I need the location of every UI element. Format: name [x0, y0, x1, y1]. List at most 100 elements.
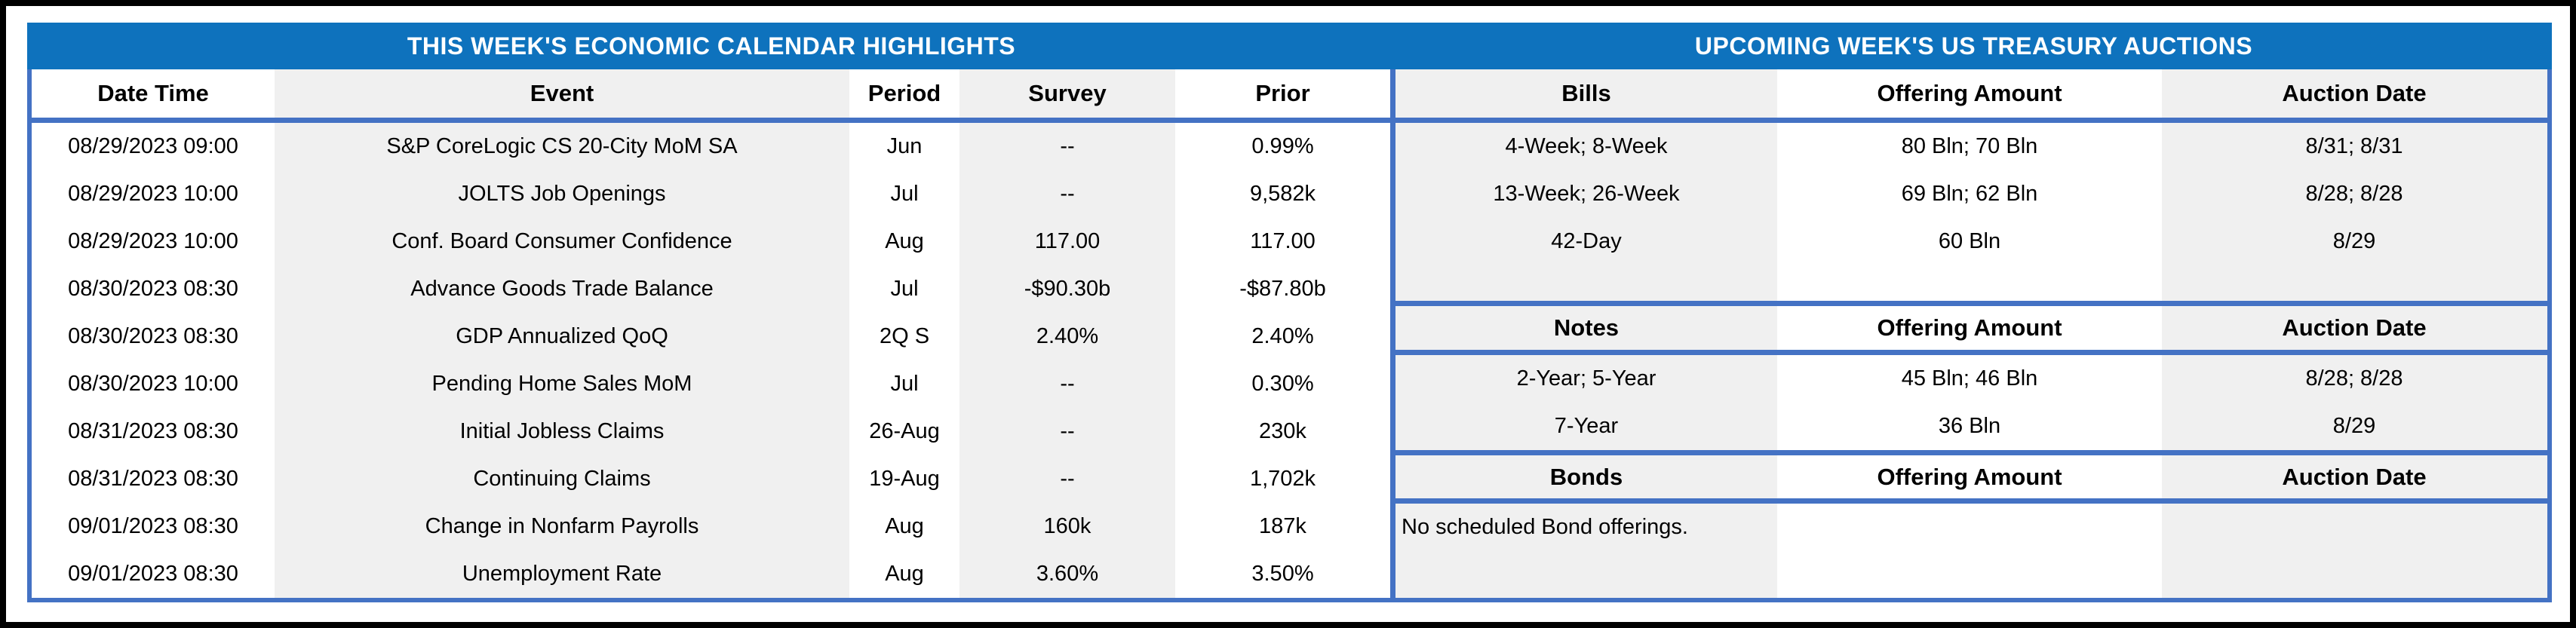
bonds-note: No scheduled Bond offerings.	[1402, 515, 1688, 539]
event-cell: Advance Goods Trade Balance	[410, 277, 714, 301]
offering-amount-col-header: Offering Amount	[1877, 314, 2062, 341]
prior-cell: 187k	[1259, 514, 1306, 538]
auctions-table: Bills Offering Amount Auction Date 4-Wee…	[1395, 69, 2552, 602]
offering-amount-cell: 36 Bln	[1938, 414, 2001, 438]
notes-header-row: Notes Offering Amount Auction Date	[1395, 306, 2547, 350]
calendar-col-header-period: Period	[867, 80, 941, 106]
offering-amount-col-header: Offering Amount	[1877, 463, 2062, 490]
bonds-header-row: Bonds Offering Amount Auction Date	[1395, 455, 2547, 498]
date-time-cell: 08/29/2023 09:00	[68, 134, 238, 158]
auction-date-col-header: Auction Date	[2282, 314, 2427, 341]
note-type-cell: 2-Year; 5-Year	[1516, 366, 1656, 391]
survey-cell: --	[1060, 182, 1075, 206]
period-cell: Jun	[886, 134, 923, 158]
note-type-cell: 7-Year	[1554, 414, 1619, 438]
period-cell: Aug	[885, 562, 924, 586]
bonds-section-separator	[1395, 450, 2547, 455]
notes-header-separator	[1395, 350, 2547, 355]
date-time-cell: 08/31/2023 08:30	[68, 419, 238, 443]
offering-amount-col-header: Offering Amount	[1877, 80, 2062, 106]
period-cell: 2Q S	[879, 324, 930, 348]
prior-cell: 9,582k	[1249, 182, 1316, 206]
period-cell: Aug	[885, 229, 924, 253]
offering-amount-cell: 60 Bln	[1938, 229, 2001, 253]
event-cell: Initial Jobless Claims	[459, 419, 665, 443]
auction-date-col-header: Auction Date	[2282, 80, 2427, 106]
bill-type-cell: 4-Week; 8-Week	[1505, 134, 1668, 158]
auction-date-cell: 8/29	[2332, 414, 2376, 438]
survey-cell: 2.40%	[1036, 324, 1099, 348]
date-time-cell: 08/30/2023 08:30	[68, 277, 238, 301]
banner: THIS WEEK'S ECONOMIC CALENDAR HIGHLIGHTS…	[27, 23, 2552, 69]
bills-body: 4-Week; 8-Week 80 Bln; 70 Bln 8/31; 8/31…	[1395, 123, 2547, 301]
survey-cell: --	[1060, 467, 1075, 491]
event-cell: GDP Annualized QoQ	[456, 324, 668, 348]
survey-cell: --	[1060, 372, 1075, 396]
event-cell: S&P CoreLogic CS 20-City MoM SA	[386, 134, 738, 158]
bonds-header-separator	[1395, 498, 2547, 504]
calendar-col-header-event: Event	[530, 80, 594, 106]
auction-date-col-header: Auction Date	[2282, 463, 2427, 490]
prior-cell: -$87.80b	[1239, 277, 1326, 301]
survey-cell: --	[1060, 134, 1075, 158]
prior-cell: 1,702k	[1249, 467, 1316, 491]
bills-col-header: Bills	[1561, 80, 1611, 106]
event-cell: Unemployment Rate	[462, 562, 662, 586]
event-cell: Pending Home Sales MoM	[431, 372, 692, 396]
date-time-cell: 08/30/2023 10:00	[68, 372, 238, 396]
calendar-col-header-date-time: Date Time	[97, 80, 209, 106]
date-time-cell: 08/29/2023 10:00	[68, 182, 238, 206]
prior-cell: 117.00	[1250, 229, 1316, 253]
auction-date-cell: 8/28; 8/28	[2305, 366, 2403, 391]
date-time-cell: 09/01/2023 08:30	[68, 514, 238, 538]
date-time-cell: 08/30/2023 08:30	[68, 324, 238, 348]
notes-col-header: Notes	[1553, 314, 1620, 341]
date-time-cell: 09/01/2023 08:30	[68, 562, 238, 586]
date-time-cell: 08/31/2023 08:30	[68, 467, 238, 491]
offering-amount-cell	[1777, 504, 2162, 551]
event-cell: Continuing Claims	[473, 467, 651, 491]
survey-cell: 160k	[1043, 514, 1091, 538]
offering-amount-cell: 45 Bln; 46 Bln	[1901, 366, 2038, 391]
period-cell: Jul	[890, 277, 919, 301]
calendar-col-header-prior: Prior	[1255, 80, 1310, 106]
survey-cell: 117.00	[1034, 229, 1101, 253]
event-cell: Change in Nonfarm Payrolls	[425, 514, 699, 538]
event-cell: Conf. Board Consumer Confidence	[391, 229, 732, 253]
bonds-body: No scheduled Bond offerings.	[1395, 504, 2547, 598]
auction-date-cell: 8/29	[2332, 229, 2376, 253]
notes-section-separator	[1395, 301, 2547, 306]
prior-cell: 0.99%	[1251, 134, 1314, 158]
period-cell: 19-Aug	[869, 467, 940, 491]
bonds-col-header: Bonds	[1549, 463, 1623, 490]
bills-header-row: Bills Offering Amount Auction Date	[1395, 69, 2547, 118]
auction-date-cell: 8/28; 8/28	[2305, 182, 2403, 206]
prior-cell: 0.30%	[1251, 372, 1314, 396]
calendar-title: THIS WEEK'S ECONOMIC CALENDAR HIGHLIGHTS	[407, 32, 1016, 60]
prior-cell: 3.50%	[1251, 562, 1314, 586]
report-content: THIS WEEK'S ECONOMIC CALENDAR HIGHLIGHTS…	[27, 23, 2552, 602]
event-cell: JOLTS Job Openings	[458, 182, 666, 206]
survey-cell: 3.60%	[1036, 562, 1099, 586]
prior-cell: 2.40%	[1251, 324, 1314, 348]
period-cell: Jul	[890, 372, 919, 396]
period-cell: 26-Aug	[869, 419, 940, 443]
period-cell: Jul	[890, 182, 919, 206]
calendar-col-header-survey: Survey	[1028, 80, 1107, 106]
tables-row: Date Time Event Period Survey Prior 08/2…	[27, 69, 2552, 602]
bill-type-cell: 42-Day	[1551, 229, 1622, 253]
bills-header-separator	[1395, 118, 2547, 123]
prior-cell: 230k	[1259, 419, 1306, 443]
auction-date-cell	[2162, 504, 2547, 551]
calendar-header-row: Date Time Event Period Survey Prior	[32, 69, 1390, 118]
calendar-table: Date Time Event Period Survey Prior 08/2…	[27, 69, 1395, 602]
bill-type-cell: 13-Week; 26-Week	[1493, 182, 1680, 206]
calendar-header-separator	[32, 118, 1390, 123]
survey-cell: --	[1060, 419, 1075, 443]
auction-date-cell: 8/31; 8/31	[2305, 134, 2403, 158]
auctions-title: UPCOMING WEEK'S US TREASURY AUCTIONS	[1694, 32, 2253, 60]
notes-body: 2-Year; 5-Year 45 Bln; 46 Bln 8/28; 8/28…	[1395, 355, 2547, 450]
period-cell: Aug	[885, 514, 924, 538]
calendar-body: 08/29/2023 09:00 S&P CoreLogic CS 20-Cit…	[32, 123, 1390, 598]
